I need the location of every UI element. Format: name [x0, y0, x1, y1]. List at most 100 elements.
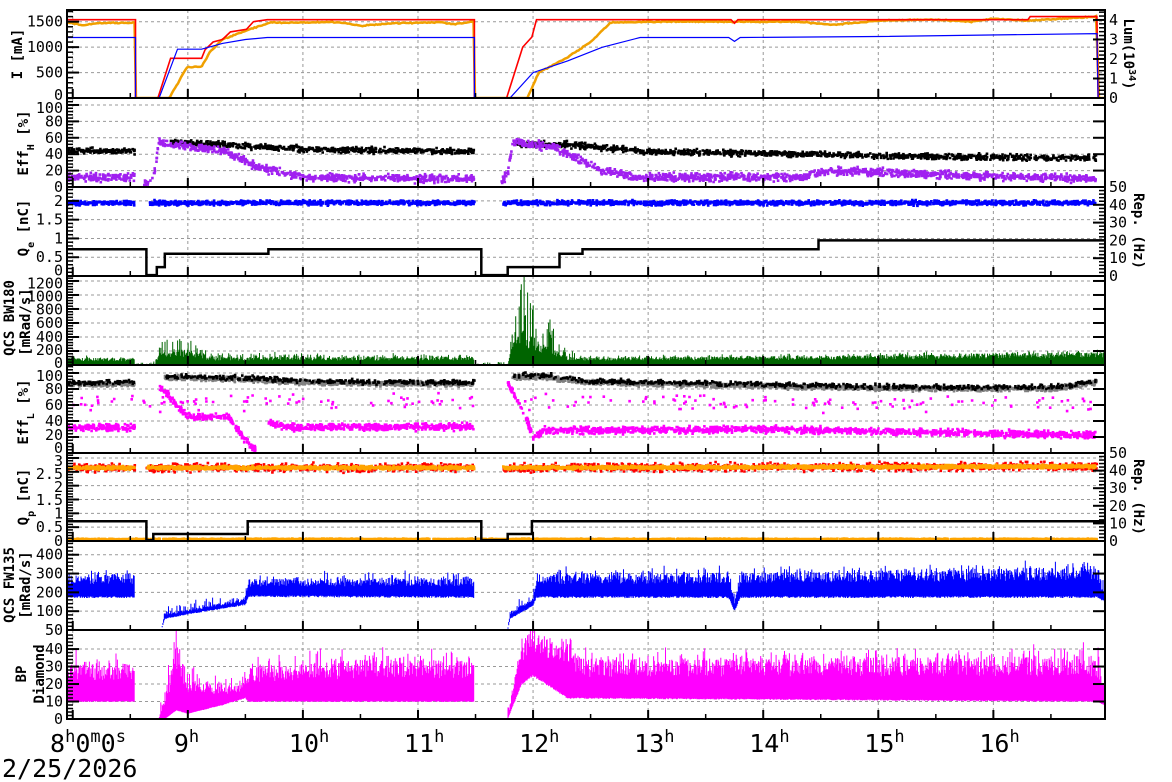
y-tick-label: 400 — [36, 546, 63, 564]
y-tick-label: 20 — [45, 675, 63, 693]
y-tick-label: 1200 — [27, 275, 63, 293]
x-tick-label: 8h0m0s — [50, 727, 126, 758]
y-tick-label: 50 — [45, 621, 63, 639]
y-tick-label: 0 — [54, 86, 63, 104]
y-right-tick-label: 2 — [1109, 50, 1118, 68]
y-tick-label: 30 — [45, 658, 63, 676]
y-tick-label: 300 — [36, 565, 63, 583]
y-tick-label: 0.5 — [36, 518, 63, 536]
ylabel-qe: Qe [nC] — [16, 200, 37, 257]
ylabel-qcs-bw180: QCS BW180 — [2, 280, 18, 356]
ylabel-qp: Qp [nC] — [16, 469, 37, 526]
y-axis-titles-right: Lum(1034) Rep. (Hz) Rep. (Hz) — [1120, 18, 1146, 534]
series-electron-charge — [67, 198, 1097, 208]
y-right-tick-label: 0 — [1109, 89, 1118, 107]
y-tick-label: 40 — [45, 412, 63, 430]
series-qcs-bw180-dose-rate — [67, 276, 1105, 365]
x-tick-label: 13h — [634, 727, 674, 758]
series-luminosity — [67, 32, 1105, 98]
y-tick-label: 400 — [36, 328, 63, 346]
y-tick-label: 0 — [54, 532, 63, 550]
y-right-tick-label: 40 — [1109, 462, 1127, 480]
x-tick-label: 9h — [174, 727, 199, 758]
series-her-efficiency-a — [67, 138, 1098, 162]
ylabel-qcs-fw135-unit: [mRad/s] — [18, 551, 34, 618]
x-tick-label: 11h — [404, 727, 444, 758]
y-tick-label: 2.5 — [36, 465, 63, 483]
y-tick-label: 40 — [45, 145, 63, 163]
y-tick-label: 0.5 — [36, 248, 63, 266]
y-right-tick-label: 4 — [1109, 11, 1118, 29]
y-tick-label: 20 — [45, 426, 63, 444]
y-right-tick-label: 50 — [1109, 444, 1127, 462]
y-tick-label: 10 — [45, 693, 63, 711]
y-tick-label: 1 — [54, 504, 63, 522]
y-tick-label: 2 — [54, 192, 63, 210]
y-tick-label: 0 — [54, 354, 63, 372]
y-right-tick-label: 30 — [1109, 214, 1127, 232]
ylabel-right-rep-e: Rep. (Hz) — [1130, 193, 1146, 269]
series-qcs-fw135-dose-rate — [67, 560, 1105, 630]
y-tick-label: 800 — [36, 301, 63, 319]
ylabel-qcs-fw135: QCS FW135 — [2, 547, 18, 623]
ylabel-right-rep-p: Rep. (Hz) — [1130, 459, 1146, 535]
y-right-tick-label: 40 — [1109, 196, 1127, 214]
y-tick-label: 600 — [36, 314, 63, 332]
y-axis-titles: I [mA] EffH [%] Qe [nC] QCS BW180 [mRad/… — [2, 29, 48, 704]
y-tick-label: 80 — [45, 380, 63, 398]
y-tick-label: 1000 — [27, 288, 63, 306]
y-tick-label: 0 — [54, 710, 63, 728]
date-label: 2/25/2026 — [2, 754, 137, 782]
y-tick-label: 0 — [54, 178, 63, 196]
y-right-tick-label: 20 — [1109, 231, 1127, 249]
y-right-tick-label: 3 — [1109, 31, 1118, 49]
y-tick-label: 3 — [54, 452, 63, 470]
y-tick-label: 100 — [36, 367, 63, 385]
x-tick-label: 15h — [864, 727, 904, 758]
y-tick-label: 60 — [45, 396, 63, 414]
y-tick-label: 80 — [45, 112, 63, 130]
y-tick-label: 60 — [45, 129, 63, 147]
y-tick-label: 1000 — [27, 38, 63, 56]
y-tick-label: 100 — [36, 99, 63, 117]
series-electron-rep-rate — [67, 239, 1105, 276]
panels: 0500100015000123402040608010000.511.5201… — [27, 9, 1127, 728]
y-tick-label: 1500 — [27, 13, 63, 31]
y-tick-label: 20 — [45, 162, 63, 180]
ylabel-right-lum: Lum(1034) — [1120, 18, 1138, 89]
x-tick-label: 12h — [519, 727, 559, 758]
series-her-current — [67, 15, 1105, 98]
y-tick-label: 500 — [36, 64, 63, 82]
y-tick-label: 200 — [36, 583, 63, 601]
y-tick-label: 1.5 — [36, 211, 63, 229]
y-tick-label: 2 — [54, 478, 63, 496]
x-tick-label: 14h — [749, 727, 789, 758]
y-tick-label: 40 — [45, 640, 63, 658]
ylabel-current: I [mA] — [10, 29, 26, 80]
y-right-tick-label: 10 — [1109, 249, 1127, 267]
ylabel-qcs-bw180-unit: [mRad/s] — [18, 288, 34, 355]
y-right-tick-label: 30 — [1109, 479, 1127, 497]
x-axis-labels: 8h0m0s 9h 10h 11h 12h 13h 14h 15h 16h — [50, 727, 1020, 758]
series-her-efficiency-b — [67, 137, 1097, 187]
y-tick-label: 0 — [54, 262, 63, 280]
series-positron-charge-orange — [67, 463, 1097, 472]
panel-frame — [66, 629, 1106, 720]
y-right-tick-label: 20 — [1109, 497, 1127, 515]
y-right-tick-label: 10 — [1109, 514, 1127, 532]
y-tick-label: 0 — [54, 439, 63, 457]
x-tick-label: 10h — [289, 727, 329, 758]
ylabel-eff-h: EffH [%] — [16, 110, 37, 175]
y-right-tick-label: 50 — [1109, 178, 1127, 196]
y-tick-label: 100 — [36, 602, 63, 620]
y-right-tick-label: 0 — [1109, 532, 1118, 550]
y-right-tick-label: 1 — [1109, 70, 1118, 88]
y-tick-label: 200 — [36, 341, 63, 359]
y-right-tick-label: 0 — [1109, 267, 1118, 285]
